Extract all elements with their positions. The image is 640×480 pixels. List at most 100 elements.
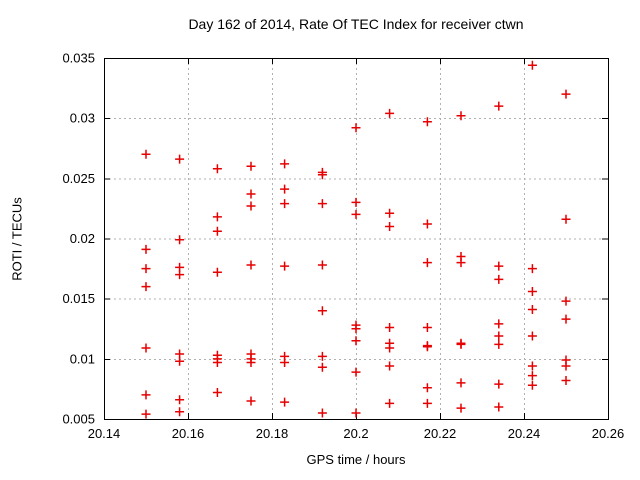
data-point-marker (351, 123, 361, 133)
data-point-marker (422, 398, 432, 408)
data-point-marker (422, 342, 432, 352)
y-tick-label: 0.005 (62, 412, 95, 427)
data-point-marker (351, 367, 361, 377)
data-point-marker (141, 264, 151, 274)
data-point-marker (351, 197, 361, 207)
data-point-marker (527, 331, 537, 341)
data-point-marker (385, 361, 395, 371)
x-tick-labels: 20.14 20.16 20.18 20.2 20.22 20.24 20.26 (88, 426, 625, 441)
data-point-marker (456, 403, 466, 413)
data-point-marker (527, 380, 537, 390)
data-point-marker (456, 339, 466, 349)
data-point-marker (175, 154, 185, 164)
data-point-marker (317, 199, 327, 209)
data-point-marker (494, 319, 504, 329)
data-point-marker (317, 306, 327, 316)
data-point-marker (280, 159, 290, 169)
data-point-marker (527, 371, 537, 381)
x-tick-label: 20.2 (343, 426, 368, 441)
y-tick-label: 0.03 (70, 111, 95, 126)
data-point-marker (422, 323, 432, 333)
data-point-marker (494, 101, 504, 111)
data-point-marker (527, 286, 537, 296)
data-point-marker (561, 361, 571, 371)
data-point-marker (456, 111, 466, 121)
data-point-marker (494, 274, 504, 284)
data-point-marker (561, 296, 571, 306)
data-point-marker (317, 170, 327, 180)
data-point-marker (280, 357, 290, 367)
data-point-marker (280, 261, 290, 271)
data-point-marker (422, 219, 432, 229)
data-point-marker (494, 331, 504, 341)
data-point-marker (385, 398, 395, 408)
data-point-marker (351, 336, 361, 346)
data-point-marker (246, 161, 256, 171)
data-point-marker (422, 117, 432, 127)
data-point-marker (175, 356, 185, 366)
data-point-marker (385, 108, 395, 118)
data-point-marker (141, 149, 151, 159)
y-tick-label: 0.02 (70, 231, 95, 246)
data-point-marker (246, 357, 256, 367)
data-point-marker (280, 184, 290, 194)
y-tick-label: 0.015 (62, 291, 95, 306)
data-point-marker (280, 397, 290, 407)
data-point-marker (385, 221, 395, 231)
data-point-marker (385, 323, 395, 333)
data-point-marker (494, 379, 504, 389)
data-point-marker (494, 339, 504, 349)
data-point-marker (385, 343, 395, 353)
data-point-marker (175, 270, 185, 280)
data-point-marker (141, 390, 151, 400)
data-point-marker (527, 361, 537, 371)
data-point-marker (494, 261, 504, 271)
data-point-marker (212, 388, 222, 398)
data-point-marker (351, 408, 361, 418)
data-point-marker (246, 396, 256, 406)
data-point-marker (246, 201, 256, 211)
data-point-marker (561, 375, 571, 385)
data-point-marker (317, 408, 327, 418)
data-points (141, 60, 571, 419)
data-point-marker (141, 343, 151, 353)
data-point-marker (175, 235, 185, 245)
data-point-marker (527, 60, 537, 70)
data-point-marker (141, 244, 151, 254)
x-tick-label: 20.16 (172, 426, 205, 441)
data-point-marker (456, 378, 466, 388)
data-point-marker (317, 362, 327, 372)
axes-border (104, 58, 609, 420)
data-point-marker (351, 209, 361, 219)
data-point-marker (527, 304, 537, 314)
x-tick-label: 20.18 (256, 426, 289, 441)
data-point-marker (141, 282, 151, 292)
data-point-marker (212, 226, 222, 236)
data-point-marker (212, 267, 222, 277)
data-point-marker (141, 409, 151, 419)
data-point-marker (246, 189, 256, 199)
chart-title: Day 162 of 2014, Rate Of TEC Index for r… (188, 16, 524, 32)
data-point-marker (351, 324, 361, 334)
data-point-marker (385, 208, 395, 218)
x-tick-label: 20.14 (88, 426, 121, 441)
y-tick-label: 0.01 (70, 351, 95, 366)
data-point-marker (561, 214, 571, 224)
y-tick-label: 0.035 (62, 51, 95, 66)
data-point-marker (422, 383, 432, 393)
data-point-marker (212, 357, 222, 367)
data-point-marker (175, 407, 185, 417)
data-point-marker (456, 258, 466, 268)
x-tick-label: 20.26 (592, 426, 625, 441)
data-point-marker (422, 258, 432, 268)
data-point-marker (212, 164, 222, 174)
x-tick-label: 20.24 (508, 426, 541, 441)
y-tick-labels: 0.005 0.01 0.015 0.02 0.025 0.03 0.035 (62, 51, 95, 427)
y-tick-label: 0.025 (62, 171, 95, 186)
data-point-marker (212, 212, 222, 222)
data-point-marker (317, 260, 327, 270)
data-point-marker (561, 89, 571, 99)
data-point-marker (494, 402, 504, 412)
